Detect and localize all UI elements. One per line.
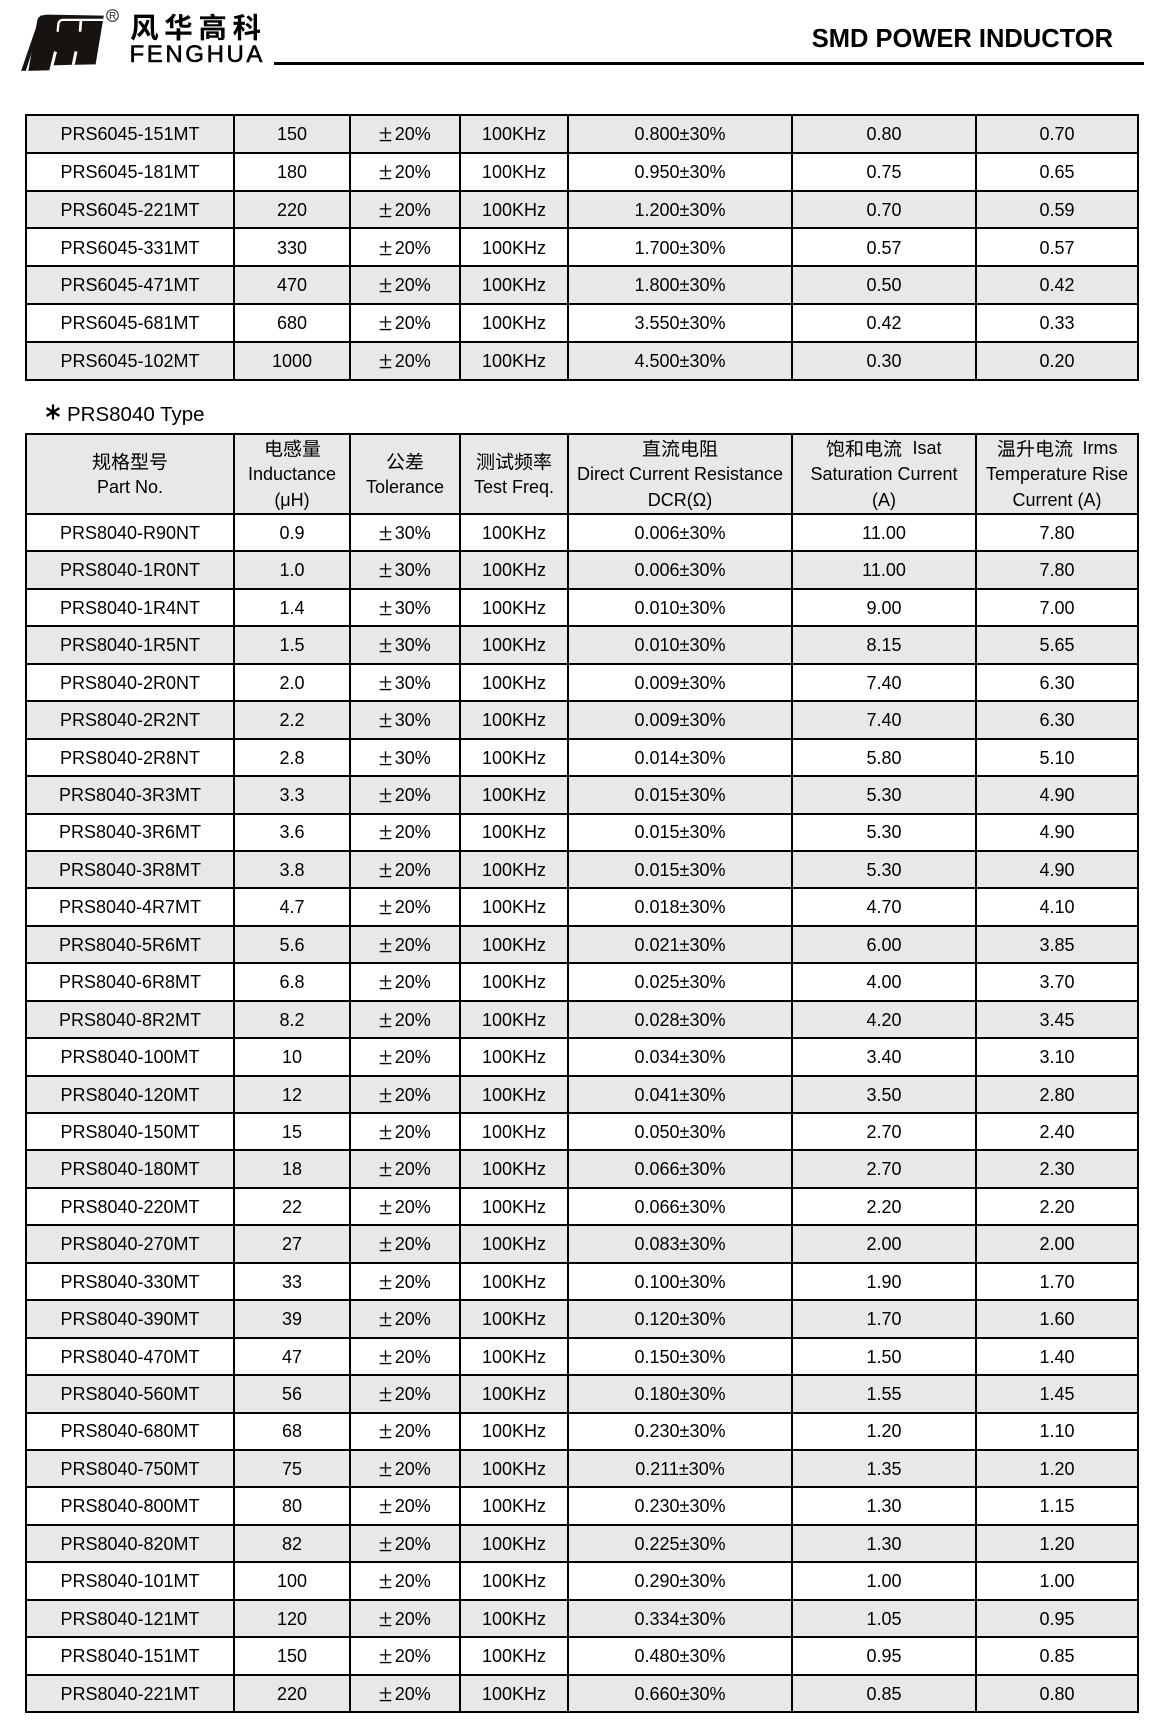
- svg-text:R: R: [109, 11, 116, 22]
